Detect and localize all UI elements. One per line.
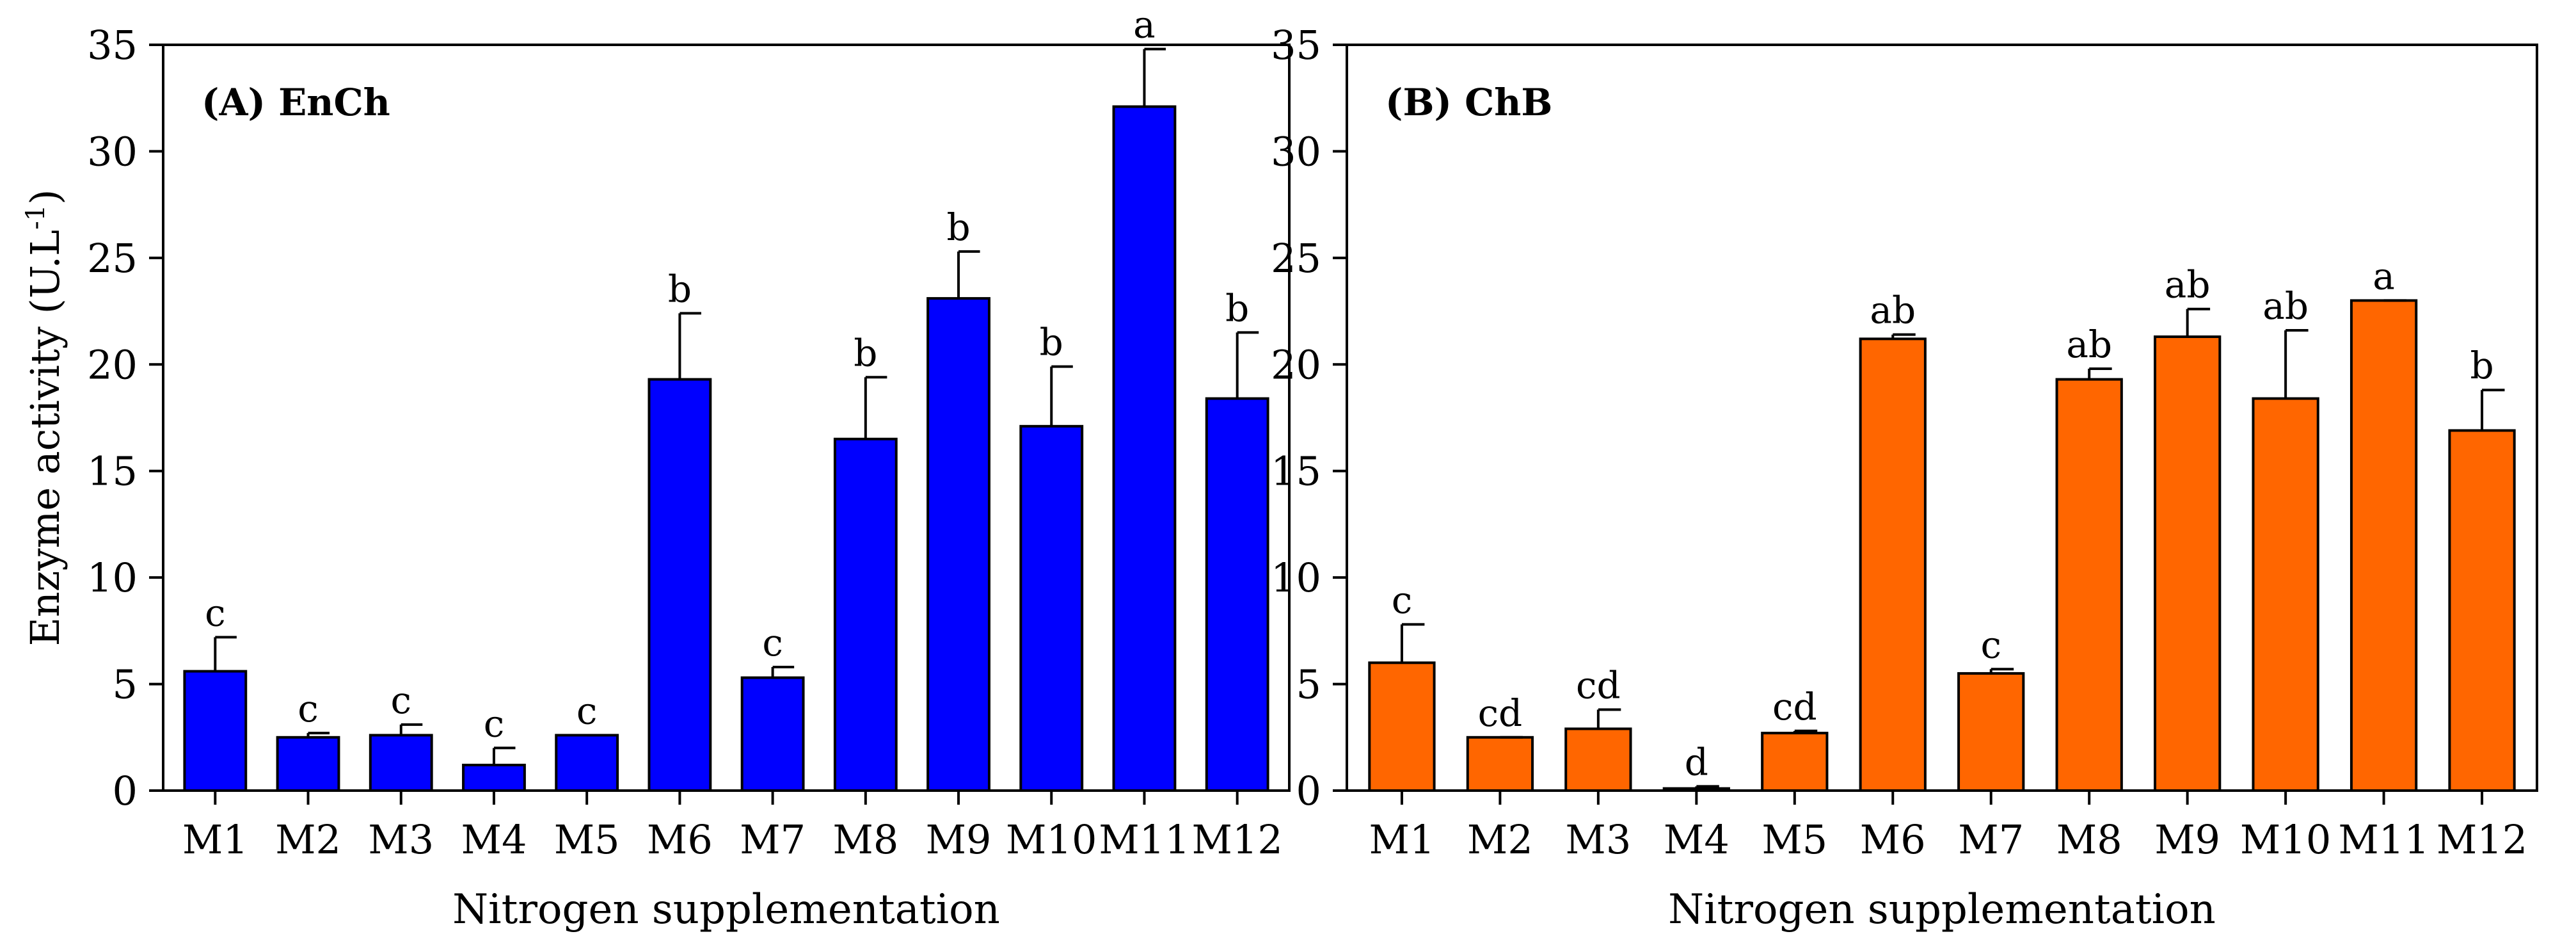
panel-b-x-tick-label: M7 xyxy=(1958,816,2024,863)
panel-b-x-tick-label: M12 xyxy=(2437,816,2527,863)
panel-a-y-tick-label: 25 xyxy=(87,235,138,282)
panel-a-axes-frame xyxy=(162,44,1291,792)
panel-b-x-tick-label: M6 xyxy=(1860,816,1926,863)
panel-a-y-tick-label: 10 xyxy=(87,554,138,601)
panel-a-bar-M1 xyxy=(183,670,248,792)
panel-b-axes-frame xyxy=(1346,44,2538,792)
panel-b-letter-M11: a xyxy=(2373,254,2395,298)
panel-b-y-tick-label: 5 xyxy=(1296,661,1321,708)
panel-a-y-tick-label: 35 xyxy=(87,22,138,68)
panel-a-x-tick-label: M9 xyxy=(926,816,992,863)
panel-b-y-tick-label: 20 xyxy=(1271,341,1321,388)
panel-a-letter-M5: c xyxy=(576,689,597,732)
panel-a-bar-M11 xyxy=(1112,105,1177,792)
panel-a-x-tick-label: M11 xyxy=(1099,816,1189,863)
panel-a-x-tick-label: M3 xyxy=(368,816,434,863)
panel-a-x-tick-label: M10 xyxy=(1006,816,1097,863)
panel-b-bar-M3 xyxy=(1564,727,1632,793)
panel-a-x-tick-label: M6 xyxy=(647,816,713,863)
panel-b-letter-M9: ab xyxy=(2165,263,2211,307)
panel-a-letter-M1: c xyxy=(205,591,225,634)
panel-b-letter-M3: cd xyxy=(1576,664,1621,707)
panel-b-letter-M12: b xyxy=(2470,344,2493,387)
panel-a-letter-M6: b xyxy=(668,267,692,310)
panel-b-letter-M7: c xyxy=(1980,623,2001,666)
panel-b-x-axis-label: Nitrogen supplementation xyxy=(1668,886,2216,933)
panel-b-x-tick-label: M3 xyxy=(1565,816,1631,863)
panel-b-bar-M2 xyxy=(1466,736,1534,793)
panel-a-x-tick-label: M1 xyxy=(182,816,248,863)
panel-b-letter-M10: ab xyxy=(2262,284,2309,328)
panel-b-x-tick-label: M1 xyxy=(1369,816,1435,863)
panel-b-y-tick-label: 15 xyxy=(1271,448,1321,495)
panel-b-bar-M6 xyxy=(1859,337,1927,792)
panel-a-bar-M8 xyxy=(833,437,898,792)
panel-b-x-tick-label: M9 xyxy=(2154,816,2220,863)
panel-b-y-tick-label: 10 xyxy=(1271,554,1321,601)
panel-b-x-tick-label: M2 xyxy=(1467,816,1533,863)
panel-a-panel-label: (A) EnCh xyxy=(202,81,390,124)
panel-a-bar-M9 xyxy=(926,297,990,793)
panel-b-y-tick-label: 0 xyxy=(1296,768,1321,814)
panel-a-letter-M9: b xyxy=(946,205,970,249)
panel-a-letter-M7: c xyxy=(762,621,783,664)
panel-b-x-tick-label: M8 xyxy=(2056,816,2122,863)
panel-a-bar-M3 xyxy=(369,734,433,793)
panel-b-bar-M8 xyxy=(2055,378,2123,792)
panel-a-x-tick-label: M7 xyxy=(740,816,806,863)
panel-a-letter-M3: c xyxy=(391,679,411,722)
panel-b-letter-M8: ab xyxy=(2066,323,2112,366)
panel-b-bar-M12 xyxy=(2448,429,2516,792)
panel-a-bar-M12 xyxy=(1205,397,1269,792)
panel-b-bar-M1 xyxy=(1368,661,1436,793)
panel-a-letter-M12: b xyxy=(1225,286,1249,330)
panel-a-y-tick-label: 15 xyxy=(87,448,138,495)
panel-b-x-tick-label: M5 xyxy=(1761,816,1827,863)
panel-b-panel-label: (B) ChB xyxy=(1385,81,1552,124)
panel-a-y-tick-label: 0 xyxy=(113,768,138,814)
panel-b-bar-M11 xyxy=(2349,299,2418,792)
panel-a-bar-M4 xyxy=(462,764,526,792)
panel-a-bar-M5 xyxy=(555,734,619,793)
panel-a-y-tick-label: 5 xyxy=(113,661,138,708)
panel-a-y-tick-label: 30 xyxy=(87,128,138,175)
panel-a-x-tick-label: M4 xyxy=(461,816,527,863)
panel-b-y-tick-label: 25 xyxy=(1271,235,1321,282)
panel-b-x-tick-label: M11 xyxy=(2338,816,2429,863)
panel-a-y-axis-label: Enzyme activity (U.L-1) xyxy=(21,189,68,647)
panel-a-x-tick-label: M5 xyxy=(554,816,620,863)
panel-a-letter-M8: b xyxy=(854,331,877,374)
panel-a-x-tick-label: M8 xyxy=(832,816,898,863)
panel-a-bar-M10 xyxy=(1019,424,1084,792)
panel-b-bar-M5 xyxy=(1761,732,1829,792)
panel-b-bar-M7 xyxy=(1957,672,2025,793)
panel-a-bar-M2 xyxy=(276,736,340,793)
panel-b-bar-M4 xyxy=(1662,787,1730,792)
panel-a-x-axis-label: Nitrogen supplementation xyxy=(452,886,1000,933)
panel-a-x-tick-label: M12 xyxy=(1191,816,1282,863)
panel-a-letter-M10: b xyxy=(1040,321,1063,364)
panel-b-letter-M5: cd xyxy=(1772,685,1817,729)
panel-b-y-tick-label: 35 xyxy=(1271,22,1321,68)
panel-a-y-tick-label: 20 xyxy=(87,341,138,388)
panel-b-x-tick-label: M10 xyxy=(2240,816,2331,863)
panel-b-y-tick-label: 30 xyxy=(1271,128,1321,175)
panel-b-letter-M2: cd xyxy=(1478,691,1523,735)
panel-a-letter-M11: a xyxy=(1133,3,1156,47)
panel-b-bar-M10 xyxy=(2252,397,2319,792)
panel-a-letter-M2: c xyxy=(298,687,318,730)
panel-b-x-tick-label: M4 xyxy=(1664,816,1729,863)
panel-b-letter-M6: ab xyxy=(1870,289,1916,332)
panel-b-letter-M4: d xyxy=(1685,740,1708,784)
panel-a-x-tick-label: M2 xyxy=(275,816,341,863)
panel-a-bar-M7 xyxy=(740,676,805,792)
panel-b-letter-M1: c xyxy=(1392,578,1412,622)
panel-b-bar-M9 xyxy=(2154,335,2222,792)
panel-a-letter-M4: c xyxy=(484,702,504,745)
panel-a-bar-M6 xyxy=(648,378,712,792)
